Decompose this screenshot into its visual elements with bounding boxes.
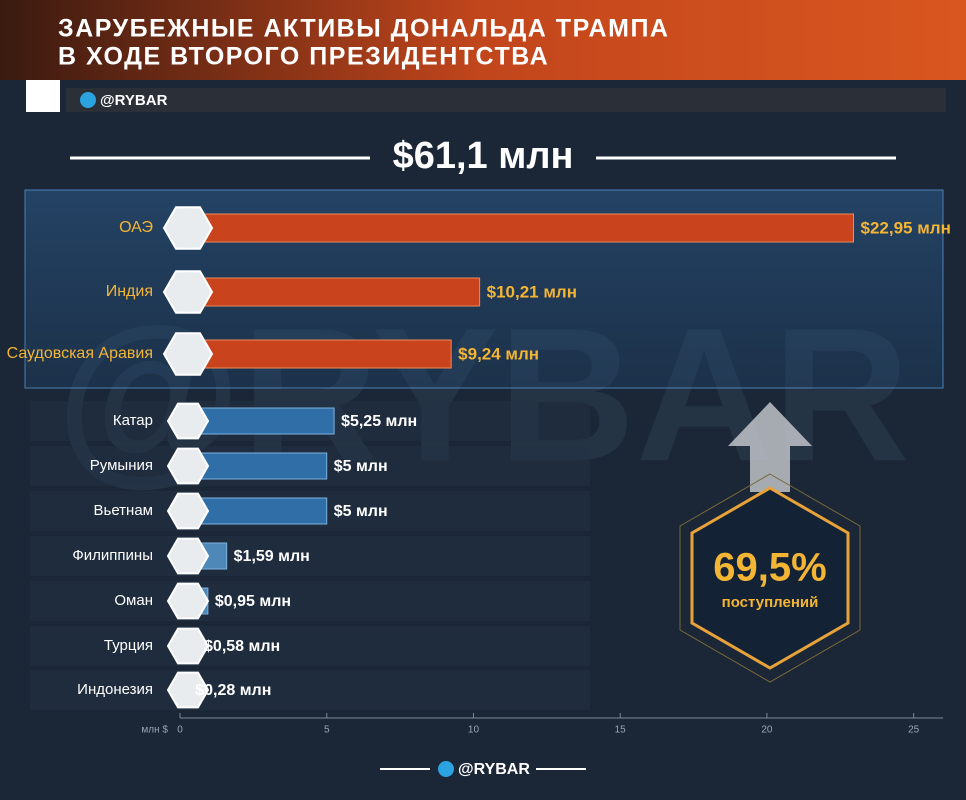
category-label: Индия — [106, 283, 153, 300]
row-band — [30, 670, 590, 710]
value-label: $5 млн — [334, 458, 388, 475]
category-label: Индонезия — [77, 681, 153, 698]
bar — [179, 497, 328, 525]
category-label: Саудовская Аравия — [7, 345, 153, 362]
value-label: $5 млн — [334, 503, 388, 520]
value-label: $5,25 млн — [341, 413, 417, 430]
flag — [162, 332, 214, 376]
handle: @RYBAR — [100, 92, 168, 109]
callout-hexagon — [690, 486, 850, 670]
category-label: Оман — [114, 592, 153, 609]
header-band — [0, 0, 966, 80]
value-label: $1,59 млн — [234, 548, 310, 565]
category-label: Румыния — [90, 457, 153, 474]
category-label: Катар — [113, 412, 153, 429]
callout-text: поступлений — [722, 594, 819, 611]
row-band — [30, 581, 590, 621]
flag — [166, 402, 210, 440]
x-tick-label: 20 — [761, 725, 773, 736]
callout-value: 69,5% — [713, 546, 826, 590]
arrow — [728, 402, 812, 492]
bar — [179, 213, 854, 243]
flag — [166, 537, 210, 575]
value-label: $0,95 млн — [215, 593, 291, 610]
flag — [162, 206, 214, 250]
category-label: Филиппины — [72, 547, 153, 564]
category-label: ОАЭ — [119, 219, 153, 236]
category-label: Турция — [104, 637, 153, 654]
handle-band — [66, 88, 946, 112]
value-label: $22,95 млн — [860, 218, 950, 237]
flag — [166, 492, 210, 530]
value-label: $0,28 млн — [195, 682, 271, 699]
total: $61,1 млн — [393, 135, 574, 177]
value-label: $0,58 млн — [204, 638, 280, 655]
qr-code — [26, 80, 60, 112]
value-label: $9,24 млн — [458, 344, 539, 363]
x-tick-label: 15 — [615, 725, 627, 736]
x-tick-label: 25 — [908, 725, 920, 736]
flag — [166, 627, 210, 665]
x-tick-label: 5 — [324, 725, 330, 736]
row-band — [30, 536, 590, 576]
flag — [162, 270, 214, 314]
x-tick-label: 10 — [468, 725, 480, 736]
title-line: В ХОДЕ ВТОРОГО ПРЕЗИДЕНТСТВА — [58, 43, 549, 71]
callout-outline — [679, 473, 861, 683]
row-band — [30, 626, 590, 666]
title-line: ЗАРУБЕЖНЫЕ АКТИВЫ ДОНАЛЬДА ТРАМПА — [58, 15, 669, 43]
flag — [166, 582, 210, 620]
telegram-icon — [80, 92, 96, 108]
axis-label: млн $ — [141, 725, 168, 736]
bar — [179, 339, 452, 369]
bar — [179, 277, 481, 307]
value-label: $10,21 млн — [487, 282, 577, 301]
telegram-icon — [438, 761, 454, 777]
flag — [166, 671, 210, 709]
category-label: Вьетнам — [94, 502, 153, 519]
handle: @RYBAR — [458, 761, 530, 778]
flag — [166, 447, 210, 485]
x-tick-label: 0 — [177, 725, 183, 736]
